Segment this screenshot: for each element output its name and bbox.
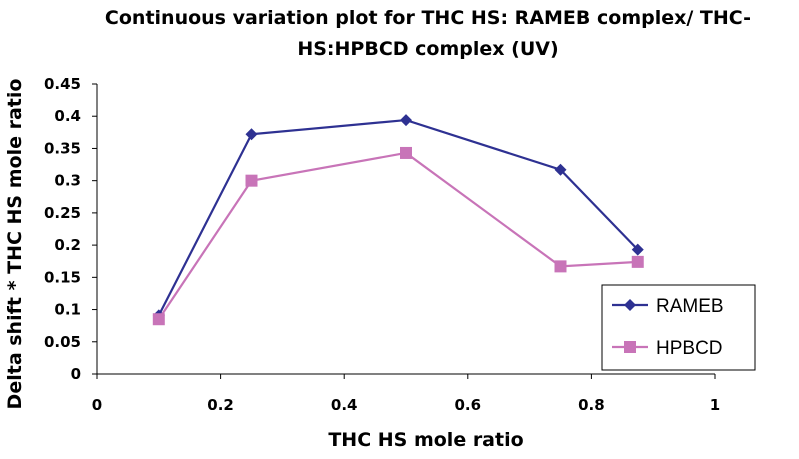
y-tick-label: 0.35	[44, 139, 81, 157]
series-line-rameb	[157, 118, 639, 316]
data-point-hpbcd	[245, 174, 258, 187]
chart-title-line-1: Continuous variation plot for THC HS: RA…	[105, 7, 751, 29]
y-axis-title: Delta shift * THC HS mole ratio	[4, 79, 26, 410]
data-point-rameb	[631, 243, 644, 256]
x-tick-label: 0.6	[455, 396, 482, 414]
y-tick-label: 0	[71, 365, 81, 383]
data-point-rameb	[400, 114, 412, 127]
legend-swatch-marker	[624, 299, 636, 311]
legend-label: HPBCD	[656, 338, 723, 359]
data-point-hpbcd	[554, 260, 567, 273]
data-point-hpbcd	[400, 146, 412, 159]
y-tick-label: 0.05	[44, 333, 81, 351]
legend-swatch-marker	[624, 341, 636, 353]
legend-box	[601, 284, 756, 371]
y-axis: 0 0.05 0.1 0.15 0.2 0.25 0.3 0.35 0.4 0.45	[44, 75, 98, 383]
chart-title-line-2: HS:HPBCD complex (UV)	[297, 38, 558, 60]
y-tick-label: 0.15	[44, 268, 81, 286]
y-tick-label: 0.3	[54, 172, 81, 190]
x-tick-label: 0.2	[207, 396, 234, 414]
series-layer	[152, 114, 644, 326]
x-tick-label: 0.8	[578, 396, 605, 414]
x-axis-title: THC HS mole ratio	[328, 429, 523, 451]
x-tick-label: 0	[92, 396, 102, 414]
legend: RAMEB HPBCD	[601, 284, 756, 371]
series-hpbcd	[152, 146, 644, 326]
data-point-rameb	[245, 128, 258, 141]
y-tick-label: 0.2	[54, 236, 81, 254]
y-tick-label: 0.1	[54, 301, 81, 319]
x-tick-label: 0.4	[331, 396, 358, 414]
legend-item-hpbcd: HPBCD	[612, 338, 723, 359]
y-tick-label: 0.25	[44, 204, 81, 222]
y-tick-label: 0.4	[54, 107, 81, 125]
series-line-hpbcd	[157, 151, 638, 320]
data-point-rameb	[554, 163, 567, 176]
y-tick-label: 0.45	[44, 75, 81, 93]
data-point-hpbcd	[631, 255, 644, 268]
x-tick-label: 1	[710, 396, 720, 414]
legend-label: RAMEB	[656, 296, 724, 317]
legend-item-rameb: RAMEB	[612, 296, 724, 317]
x-axis: 0 0.2 0.4 0.6 0.8 1	[92, 373, 720, 414]
data-point-hpbcd	[152, 313, 165, 326]
